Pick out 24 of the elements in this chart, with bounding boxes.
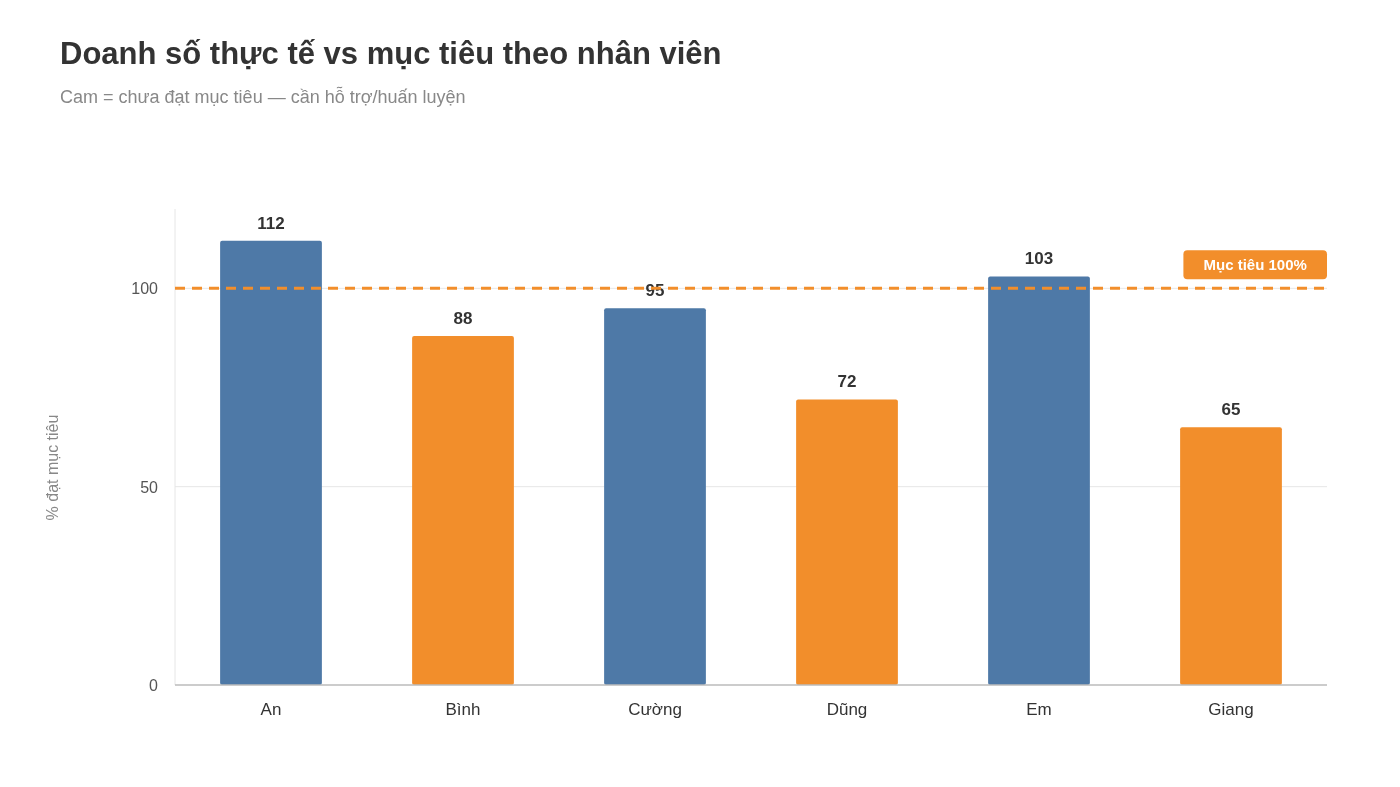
data-label: 88 [453, 308, 473, 328]
x-tick-label: An [260, 700, 282, 719]
chart-subtitle: Cam = chưa đạt mục tiêu — cần hỗ trợ/huấn luyện [60, 86, 466, 107]
x-tick-label: Bình [445, 700, 481, 719]
chart-title: Doanh số thực tế vs mục tiêu theo nhân viên [60, 36, 722, 71]
data-label: 72 [837, 372, 857, 392]
bar [988, 276, 1090, 685]
y-tick-label: 0 [149, 677, 159, 694]
x-tick-label: Cường [628, 700, 682, 719]
data-label: 103 [1024, 249, 1054, 269]
bar [1180, 427, 1282, 685]
bar [412, 335, 514, 685]
y-tick-label: 50 [140, 478, 159, 496]
y-tick-label: 100 [131, 280, 159, 298]
ref-line-label: Mục tiêu 100% [1203, 256, 1307, 274]
data-label: 65 [1221, 400, 1241, 420]
x-tick-label: Em [1026, 700, 1052, 719]
bar [796, 399, 898, 685]
bar [220, 240, 322, 685]
x-tick-label: Dũng [826, 700, 868, 719]
y-axis-title: % đạt mục tiêu [44, 414, 61, 521]
data-label: 112 [257, 213, 285, 233]
bar [604, 308, 706, 685]
x-tick-label: Giang [1208, 700, 1254, 719]
